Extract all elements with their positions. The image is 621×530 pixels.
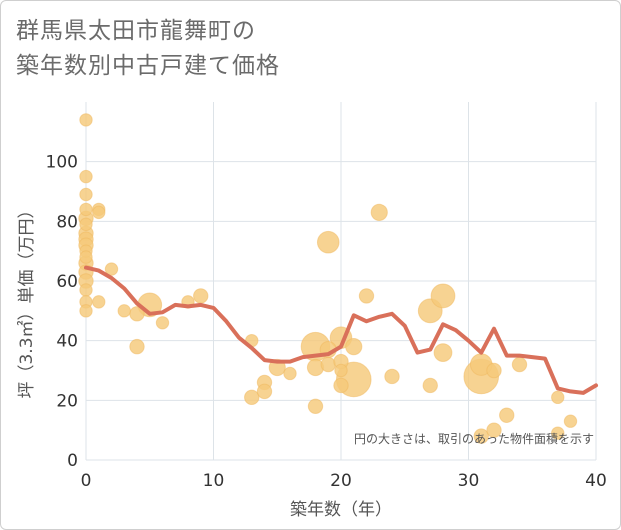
y-tick-label-80: 80 [56,212,78,232]
bubble-point [92,205,106,220]
x-tick-label-40: 40 [585,471,607,491]
y-tick-label-20: 20 [56,391,78,411]
bubble-point [79,304,93,318]
bubble-point [316,230,340,254]
bubble-point [511,356,528,373]
x-tick-label-10: 10 [203,471,225,491]
bubble-point [79,250,93,264]
bubble-point [334,363,348,378]
chart-title: 群馬県太田市龍舞町の 築年数別中古戸建て価格 [16,14,280,84]
x-tick-label-20: 20 [330,471,352,491]
average-line-layer [84,265,598,395]
bubble-point [92,295,106,309]
bubble-point [193,288,209,304]
y-tick-label-100: 100 [46,153,78,173]
bubble-point [551,426,565,440]
bubble-point [79,283,93,297]
bubble-point [79,217,93,232]
bubble-point [79,113,93,127]
bubble-point [358,288,375,304]
bubble-point [430,283,456,309]
bubble-point [370,203,388,221]
bubble-point [333,377,349,394]
bubble-point [104,262,119,276]
bubble-point [283,366,297,381]
bubble-point [422,377,438,394]
bubble-layer [78,113,578,444]
x-axis-label: 築年数（年） [290,500,392,520]
tick-labels: 0 10 20 30 40 0 20 40 60 80 100 [46,153,607,491]
bubble-point [307,398,324,414]
bubble-point [155,316,170,330]
bubble-point [345,338,363,356]
x-tick-label-0: 0 [81,471,92,491]
y-tick-label-0: 0 [67,451,78,471]
bubble-point [563,414,578,428]
bubble-point [473,428,489,444]
bubble-point [486,422,502,438]
bubble-point [486,362,502,379]
bubble-point [129,338,145,355]
y-tick-label-60: 60 [56,272,78,292]
y-tick-label-40: 40 [56,332,78,352]
chart-title-line-1: 群馬県太田市龍舞町の [16,18,256,44]
bubble-point [433,343,453,363]
bubble-point [384,368,400,385]
bubble-point [256,383,273,400]
grid-layer [85,102,597,461]
bubble-point [79,169,93,184]
bubble-point [499,407,515,423]
bubble-point [79,202,93,217]
chart-title-line-2: 築年数別中古戸建て価格 [16,53,280,79]
bubble-point [320,356,336,373]
bubble-point [117,304,131,318]
average-price-line [84,265,598,395]
bubble-point [79,187,93,202]
y-axis-label: 坪（3.3㎡）単価（万円） [17,201,37,398]
bubble-point [551,390,565,405]
bubble-point [244,389,260,406]
bubble-size-note: 円の大きさは、取引のあった物件面積を示す [354,431,594,446]
x-tick-label-30: 30 [458,471,480,491]
